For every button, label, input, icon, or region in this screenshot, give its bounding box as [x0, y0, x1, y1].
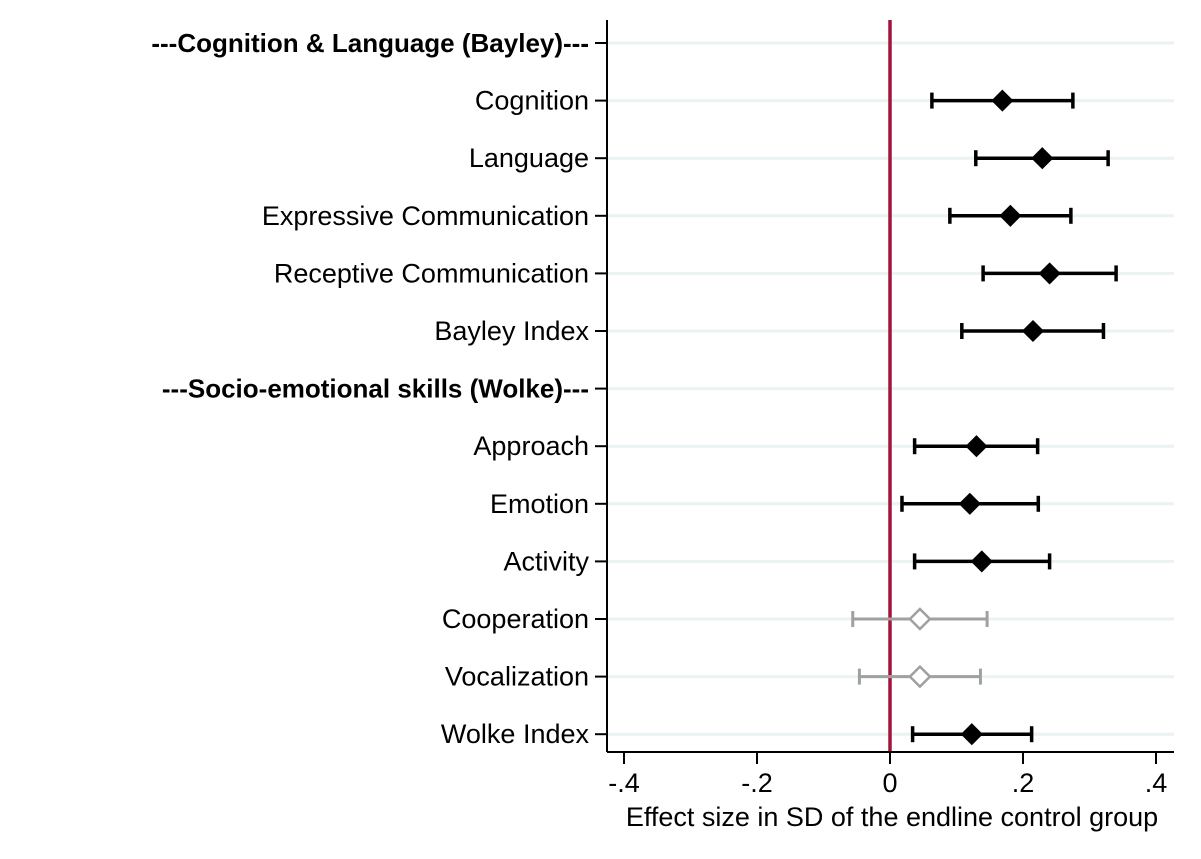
point-estimate	[1021, 319, 1045, 343]
point-estimate	[908, 664, 932, 689]
row-label: Approach	[473, 431, 589, 461]
row-label: Cooperation	[442, 604, 589, 634]
estimate-row	[857, 664, 982, 689]
point-estimate	[908, 607, 932, 631]
row-label: Cognition	[475, 86, 589, 116]
axes: ---Cognition & Language (Bayley)--- Cogni…	[151, 20, 1174, 798]
point-estimate	[960, 723, 983, 746]
row-label: Expressive Communication	[262, 201, 589, 231]
estimate-row	[930, 89, 1075, 112]
row-label: Activity	[503, 546, 589, 576]
estimate-row	[910, 723, 1034, 746]
x-tick-label: -.4	[608, 768, 640, 798]
point-estimate	[965, 435, 988, 458]
group-header-label: ---Socio-emotional skills (Wolke)---	[162, 374, 589, 404]
row-label: Receptive Communication	[274, 258, 589, 288]
x-tick-label: .2	[1012, 768, 1035, 798]
row-label: Wolke Index	[441, 719, 590, 749]
x-axis-title: Effect size in SD of the endline control…	[626, 802, 1158, 832]
group-header-label: ---Cognition & Language (Bayley)---	[151, 28, 589, 58]
estimate-row	[912, 550, 1052, 573]
estimate-row	[912, 435, 1040, 458]
row-label: Bayley Index	[434, 316, 589, 346]
estimate-rows	[851, 89, 1118, 746]
point-estimate	[1031, 147, 1054, 170]
point-estimate	[991, 89, 1014, 112]
point-estimate	[958, 492, 981, 515]
x-tick-label: 0	[882, 768, 897, 798]
point-estimate	[1038, 262, 1061, 285]
point-estimate	[999, 204, 1022, 227]
x-tick-label: -.2	[741, 768, 773, 798]
estimate-row	[900, 492, 1041, 515]
estimate-row	[974, 147, 1110, 170]
estimate-row	[960, 319, 1106, 343]
row-label: Language	[469, 143, 589, 173]
row-label: Vocalization	[445, 662, 589, 692]
point-estimate	[970, 550, 993, 573]
row-label: Emotion	[490, 489, 589, 519]
estimate-row	[948, 204, 1073, 227]
x-tick-label: .4	[1145, 768, 1168, 798]
estimate-row	[981, 262, 1118, 285]
estimate-row	[851, 607, 989, 631]
